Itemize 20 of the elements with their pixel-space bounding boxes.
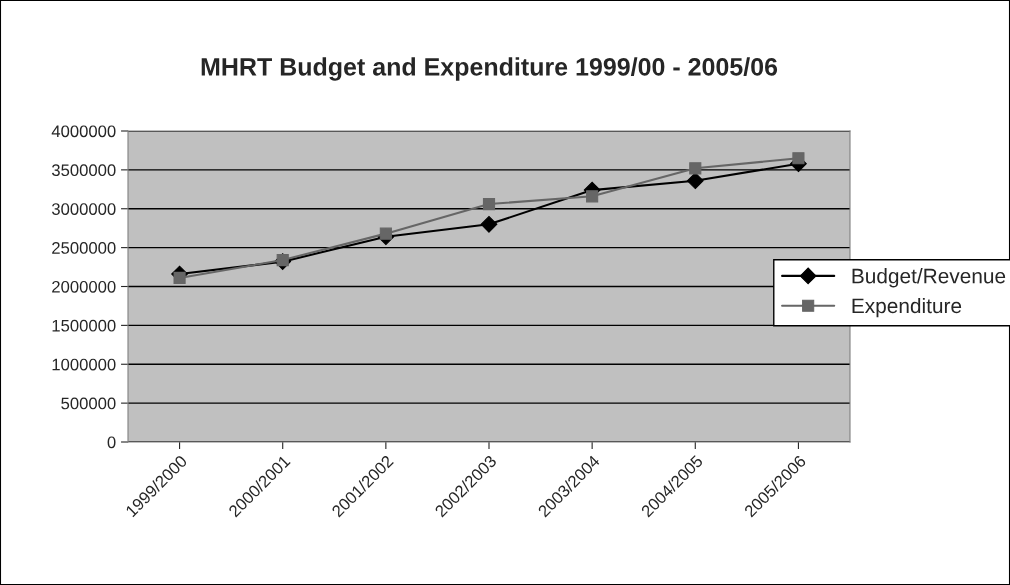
point xyxy=(686,172,704,190)
point xyxy=(480,215,498,233)
y-tick-label: 4000000 xyxy=(51,125,116,138)
y-tick-label: 1000000 xyxy=(52,358,116,371)
point xyxy=(586,190,599,203)
y-tick-label: 500000 xyxy=(61,397,116,410)
chart-title: MHRT Budget and Expenditure 1999/00 - 2005/06 xyxy=(201,57,778,81)
y-tick-label: 3000000 xyxy=(51,203,116,215)
y-tick-label: 2500000 xyxy=(52,242,116,254)
y-tick-label: 3500000 xyxy=(51,164,116,177)
y-tick-label: 0 xyxy=(107,436,116,449)
y-tick-label: 2000000 xyxy=(52,280,116,293)
legend-label: Budget/Revenue xyxy=(852,268,1006,288)
point xyxy=(792,152,805,165)
y-tick-label: 1500000 xyxy=(52,319,116,332)
point xyxy=(482,198,496,211)
point xyxy=(689,162,702,175)
legend-label: Expenditure xyxy=(852,297,962,318)
point xyxy=(173,271,186,285)
point xyxy=(379,227,392,240)
